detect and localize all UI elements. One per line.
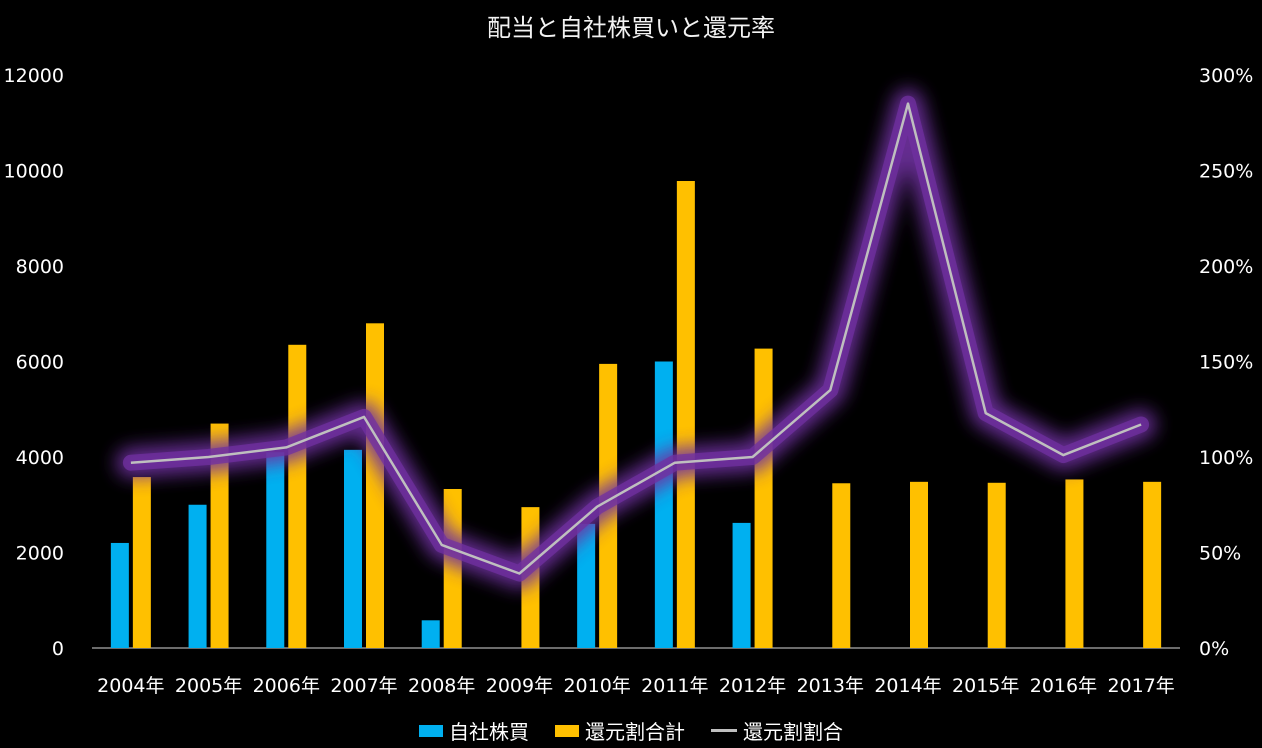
right-tick-label: 50% xyxy=(1199,543,1241,565)
legend-label-total: 還元割合計 xyxy=(585,720,685,744)
left-tick-label: 4000 xyxy=(16,447,64,469)
bar-total xyxy=(443,488,462,648)
legend-item-total: 還元割合計 xyxy=(555,716,685,745)
category-label: 2013年 xyxy=(797,675,864,697)
category-label: 2008年 xyxy=(408,675,475,697)
bar-buyback xyxy=(266,452,285,648)
line-series xyxy=(130,102,1142,575)
bar-total xyxy=(210,423,229,648)
legend-label-buyback: 自社株買 xyxy=(449,720,529,744)
legend-swatch-ratio xyxy=(711,729,737,732)
right-tick-label: 250% xyxy=(1199,161,1253,183)
category-label: 2015年 xyxy=(952,675,1019,697)
legend-item-buyback: 自社株買 xyxy=(419,716,529,745)
bar-total xyxy=(1143,481,1162,648)
category-label: 2005年 xyxy=(175,675,242,697)
legend-swatch-buyback xyxy=(419,724,443,737)
bar-buyback xyxy=(732,522,751,648)
ratio-line xyxy=(130,102,1142,575)
bar-buyback xyxy=(188,504,207,648)
left-tick-label: 0 xyxy=(52,638,64,660)
category-labels: 2004年 2005年 2006年 2007年 2008年 2009年 2010年 2011年… xyxy=(97,675,1175,697)
category-label: 2010年 xyxy=(563,675,630,697)
category-label: 2009年 xyxy=(486,675,553,697)
bar-total xyxy=(676,181,695,648)
right-tick-label: 150% xyxy=(1199,352,1253,374)
category-label: 2014年 xyxy=(874,675,941,697)
left-tick-label: 6000 xyxy=(16,352,64,374)
category-label: 2004年 xyxy=(97,675,164,697)
bar-total xyxy=(132,477,151,648)
bar-buyback xyxy=(654,361,673,648)
bar-total xyxy=(910,481,928,648)
bar-total xyxy=(832,483,851,648)
chart-title: 配当と自社株買いと還元率 xyxy=(487,14,775,42)
right-tick-label: 100% xyxy=(1199,447,1253,469)
category-label: 2007年 xyxy=(330,675,397,697)
bar-total xyxy=(1065,479,1084,648)
left-axis-ticks: 0 2000 4000 6000 8000 10000 12000 xyxy=(4,65,64,660)
legend-item-ratio: 還元割割合 xyxy=(711,716,843,745)
category-label: 2012年 xyxy=(719,675,786,697)
bar-buyback xyxy=(110,542,129,648)
legend-swatch-total xyxy=(555,724,579,737)
bar-series xyxy=(110,181,1162,648)
legend-label-ratio: 還元割割合 xyxy=(743,720,843,744)
right-tick-label: 300% xyxy=(1199,65,1253,87)
right-tick-label: 200% xyxy=(1199,256,1253,278)
bar-total xyxy=(754,348,773,648)
bar-total xyxy=(288,344,307,648)
left-tick-label: 8000 xyxy=(16,256,64,278)
left-tick-label: 12000 xyxy=(4,65,64,87)
bar-buyback xyxy=(344,449,362,648)
category-label: 2011年 xyxy=(641,675,708,697)
bar-buyback xyxy=(577,523,596,648)
category-label: 2006年 xyxy=(253,675,320,697)
left-tick-label: 2000 xyxy=(16,543,64,565)
bar-total xyxy=(987,482,1006,648)
right-axis-ticks: 0% 50% 100% 150% 200% 250% 300% xyxy=(1199,65,1253,660)
bar-total xyxy=(366,323,384,648)
right-tick-label: 0% xyxy=(1199,638,1229,660)
legend: 自社株買 還元割合計 還元割割合 xyxy=(0,716,1262,745)
bar-buyback xyxy=(421,620,440,648)
category-label: 2016年 xyxy=(1030,675,1097,697)
category-label: 2017年 xyxy=(1107,675,1174,697)
left-tick-label: 10000 xyxy=(4,161,64,183)
